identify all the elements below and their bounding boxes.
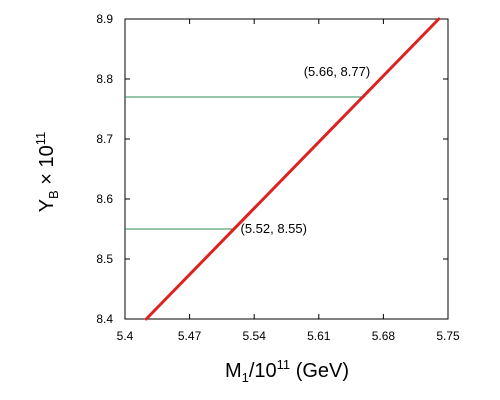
y-tick-label: 8.6	[96, 192, 113, 206]
x-tick-label: 5.4	[117, 329, 134, 343]
y-axis-title-middle: × 10	[36, 145, 58, 190]
annotations: (5.66, 8.77) (5.52, 8.55)	[240, 64, 370, 236]
y-axis: 8.4 8.5 8.6 8.7 8.8 8.9	[96, 12, 448, 326]
series-group	[144, 17, 441, 321]
x-tick-label: 5.61	[307, 329, 331, 343]
y-tick-label: 8.4	[96, 312, 113, 326]
x-axis: 5.4 5.47 5.54 5.61 5.68 5.75	[117, 19, 460, 343]
reference-lines	[125, 96, 365, 230]
point-annotation: (5.66, 8.77)	[304, 64, 371, 79]
series-line	[144, 17, 441, 321]
y-tick-label: 8.5	[96, 252, 113, 266]
x-tick-label: 5.47	[178, 329, 202, 343]
y-axis-title-base: Y	[36, 199, 58, 212]
x-axis-title: M1/1011 (GeV)	[225, 357, 349, 385]
y-tick-label: 8.7	[96, 132, 113, 146]
x-tick-label: 5.54	[243, 329, 267, 343]
y-axis-title: YB × 1011	[33, 132, 61, 213]
plot-frame	[124, 18, 449, 320]
x-axis-title-suffix: (GeV)	[290, 360, 349, 382]
y-tick-label: 8.9	[96, 12, 113, 26]
x-axis-title-middle: /10	[249, 360, 277, 382]
y-axis-title-superscript: 11	[33, 132, 48, 146]
x-axis-title-subscript: 1	[242, 370, 249, 385]
y-tick-label: 8.8	[96, 72, 113, 86]
x-tick-label: 5.68	[372, 329, 396, 343]
y-axis-title-subscript: B	[46, 190, 61, 199]
x-axis-title-superscript: 11	[277, 357, 291, 372]
x-tick-label: 5.75	[436, 329, 460, 343]
x-axis-title-base: M	[225, 360, 242, 382]
point-annotation: (5.52, 8.55)	[240, 221, 307, 236]
